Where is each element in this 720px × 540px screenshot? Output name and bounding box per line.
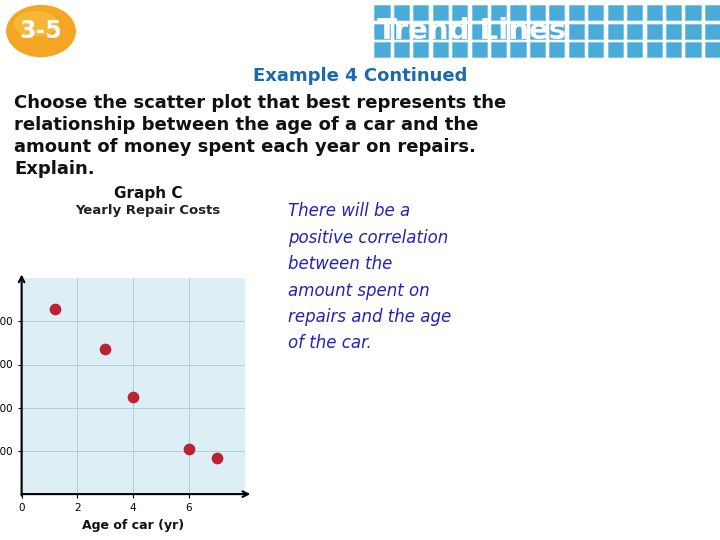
Ellipse shape — [14, 12, 58, 36]
Bar — [685, 24, 701, 38]
Text: Yearly Repair Costs: Yearly Repair Costs — [76, 204, 220, 217]
Bar — [588, 42, 603, 57]
Bar — [569, 42, 584, 57]
Bar — [433, 42, 448, 57]
Bar — [413, 5, 428, 20]
Bar — [647, 5, 662, 20]
Bar — [666, 5, 681, 20]
Bar — [530, 42, 545, 57]
Point — [211, 454, 222, 463]
Point — [49, 305, 60, 314]
Text: There will be a
positive correlation
between the
amount spent on
repairs and the: There will be a positive correlation bet… — [288, 202, 451, 353]
Bar — [685, 5, 701, 20]
Bar — [627, 42, 642, 57]
Bar — [647, 24, 662, 38]
Bar — [608, 42, 623, 57]
Bar — [685, 42, 701, 57]
Bar — [394, 24, 409, 38]
Bar — [666, 24, 681, 38]
Bar — [433, 24, 448, 38]
Bar — [413, 24, 428, 38]
Bar — [491, 5, 506, 20]
Bar — [472, 42, 487, 57]
Bar — [608, 5, 623, 20]
Bar — [510, 42, 526, 57]
Text: 3-5: 3-5 — [19, 19, 63, 43]
Text: Choose the scatter plot that best represents the: Choose the scatter plot that best repres… — [14, 94, 506, 112]
Bar — [374, 24, 390, 38]
Bar — [705, 5, 720, 20]
Bar — [549, 42, 564, 57]
Bar — [472, 5, 487, 20]
Bar — [666, 42, 681, 57]
Bar — [705, 24, 720, 38]
X-axis label: Age of car (yr): Age of car (yr) — [82, 519, 184, 532]
Text: Explain.: Explain. — [14, 160, 94, 178]
Text: Example 4 Continued: Example 4 Continued — [253, 67, 467, 85]
Bar — [569, 24, 584, 38]
Ellipse shape — [6, 5, 76, 57]
Bar — [510, 5, 526, 20]
Bar — [452, 24, 467, 38]
Bar — [491, 42, 506, 57]
Text: Copyright © by Holt Mc Dougal.: Copyright © by Holt Mc Dougal. — [541, 517, 711, 528]
Bar — [530, 5, 545, 20]
Bar — [627, 5, 642, 20]
Bar — [549, 24, 564, 38]
Text: amount of money spent each year on repairs.: amount of money spent each year on repai… — [14, 138, 476, 156]
Bar — [588, 5, 603, 20]
Bar — [608, 24, 623, 38]
Bar — [627, 24, 642, 38]
Bar — [491, 24, 506, 38]
Bar — [374, 42, 390, 57]
Text: Graph C: Graph C — [114, 186, 182, 201]
Bar — [394, 5, 409, 20]
Bar — [433, 5, 448, 20]
Bar — [394, 42, 409, 57]
Bar — [530, 24, 545, 38]
Bar — [452, 42, 467, 57]
Bar — [510, 24, 526, 38]
Point — [127, 393, 139, 401]
Bar — [413, 42, 428, 57]
Bar — [705, 42, 720, 57]
Bar — [647, 42, 662, 57]
Text: Scatter Plots and Trend Lines: Scatter Plots and Trend Lines — [83, 17, 566, 45]
Bar — [452, 5, 467, 20]
Point — [99, 345, 111, 354]
Bar — [374, 5, 390, 20]
Bar — [569, 5, 584, 20]
Bar — [588, 24, 603, 38]
Text: relationship between the age of a car and the: relationship between the age of a car an… — [14, 116, 478, 134]
Bar — [549, 5, 564, 20]
Point — [183, 444, 194, 453]
Text: Holt McDougal Algebra 1: Holt McDougal Algebra 1 — [9, 516, 174, 529]
Text: Copyright © by Holt Mc Dougal. All Rights Reserved.: Copyright © by Holt Mc Dougal. All Right… — [437, 517, 711, 528]
Bar — [472, 24, 487, 38]
